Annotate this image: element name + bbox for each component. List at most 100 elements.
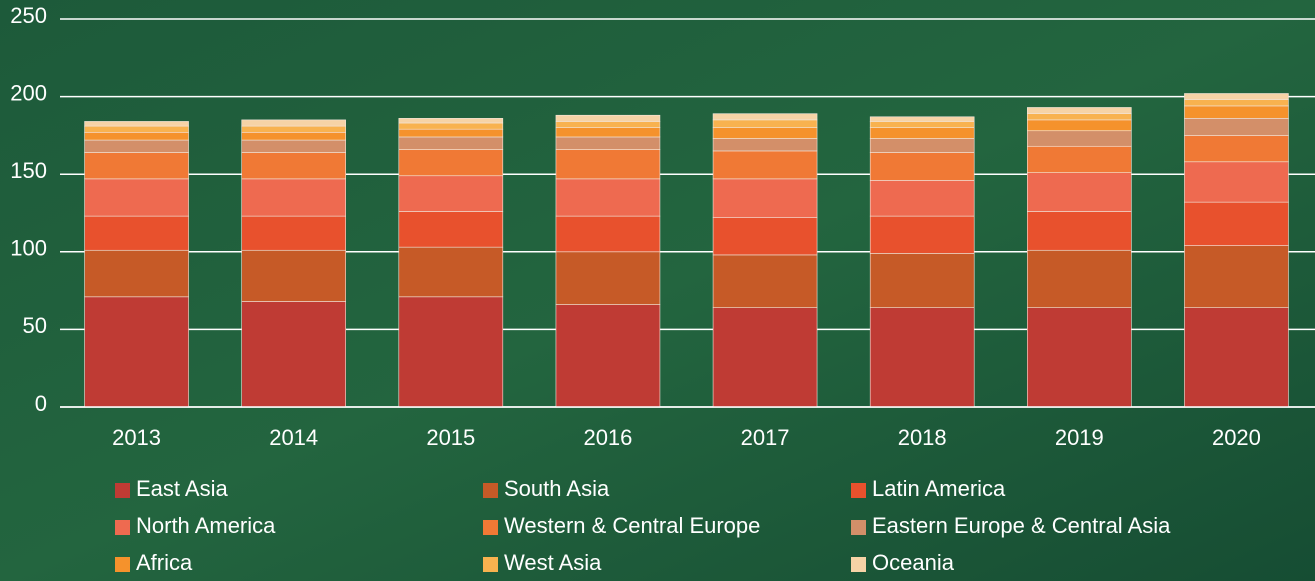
bar-segment [242,132,346,140]
bar-segment [1027,114,1131,120]
bar-segment [556,121,660,127]
bar-segment [713,255,817,308]
bar-segment [242,126,346,132]
bar-segment [870,152,974,180]
bar-segment [1184,308,1288,407]
bar-segment [242,120,346,126]
legend-swatch [115,483,130,498]
bar-segment [556,137,660,149]
bar-segment [1027,211,1131,250]
y-tick-label: 0 [35,391,47,416]
x-tick-label: 2017 [741,425,790,450]
bar-segment [399,118,503,123]
bar-segment [1027,120,1131,131]
bar-segment [242,152,346,178]
bar-segment [399,211,503,247]
bar-segment [713,120,817,128]
bar-segment [85,216,189,250]
bar-segment [242,216,346,250]
legend-swatch [483,520,498,535]
bar-segment [870,216,974,253]
legend-label: Latin America [872,476,1006,501]
bar-segment [399,137,503,149]
bar-segment [556,115,660,121]
legend-label: South Asia [504,476,610,501]
bar-segment [556,305,660,407]
bar-segment [556,216,660,252]
bar-segment [399,129,503,137]
bar-segment [870,117,974,122]
legend-swatch [115,520,130,535]
x-tick-label: 2013 [112,425,161,450]
bar-segment [399,297,503,407]
bar-segment [556,179,660,216]
bar-segment [242,140,346,152]
bar-segment [399,247,503,297]
y-tick-label: 250 [10,3,47,28]
y-tick-label: 100 [10,236,47,261]
legend-label: West Asia [504,550,602,575]
legend-swatch [483,557,498,572]
bar-segment [1027,308,1131,407]
bar-segment [713,218,817,255]
bar-segment [870,180,974,216]
bar-segment [556,252,660,305]
bar-segment [713,308,817,407]
bar-segment [399,149,503,175]
bar-segment [242,301,346,407]
legend-swatch [851,483,866,498]
bar-segment [1184,162,1288,202]
bar-segment [713,151,817,179]
bar-segment [85,132,189,140]
bar-segment [399,123,503,129]
bar-segment [713,179,817,218]
bar-segment [713,128,817,139]
bar-segment [713,114,817,120]
bar-segment [870,253,974,307]
bar-segment [85,250,189,297]
bar-segment [242,250,346,301]
bar-segment [1184,118,1288,135]
bar-segment [85,126,189,132]
y-tick-label: 200 [10,80,47,105]
legend-swatch [483,483,498,498]
x-tick-label: 2018 [898,425,947,450]
legend-label: Western & Central Europe [504,513,760,538]
bar-segment [1184,106,1288,118]
x-tick-label: 2014 [269,425,318,450]
bar-segment [85,121,189,126]
legend-label: Oceania [872,550,955,575]
bar-segment [85,140,189,152]
bar-segment [556,128,660,137]
x-tick-label: 2019 [1055,425,1104,450]
bar-segment [870,139,974,153]
bar-segment [870,308,974,407]
legend-swatch [115,557,130,572]
chart: 0 50 100 150 200 250 2013 2014 2015 2016 2017 2018 2… [0,0,1315,581]
bar-segment [1027,146,1131,172]
y-tick-label: 50 [23,313,47,338]
bar-segment [399,176,503,212]
bar-segment [85,152,189,178]
bar-segment [1027,107,1131,113]
x-tick-label: 2015 [426,425,475,450]
y-tick-label: 150 [10,158,47,183]
bar-segment [85,297,189,407]
bar-segment [1184,100,1288,106]
x-tick-label: 2016 [583,425,632,450]
bar-segment [1184,135,1288,161]
bar-segment [870,128,974,139]
bar-segment [1184,246,1288,308]
legend-swatch [851,520,866,535]
bar-segment [556,149,660,178]
bar-segment [1027,250,1131,307]
legend-label: Eastern Europe & Central Asia [872,513,1171,538]
legend-label: East Asia [136,476,228,501]
bar-segment [85,179,189,216]
bar-segment [713,139,817,151]
legend-swatch [851,557,866,572]
legend-label: Africa [136,550,193,575]
bar-segment [242,179,346,216]
bar-segment [1184,202,1288,245]
x-tick-label: 2020 [1212,425,1261,450]
